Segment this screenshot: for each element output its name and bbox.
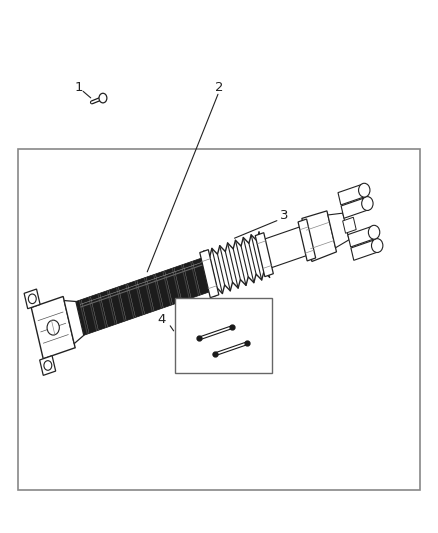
Polygon shape [64, 301, 84, 344]
Polygon shape [204, 232, 269, 296]
Polygon shape [341, 197, 369, 219]
Polygon shape [338, 184, 366, 205]
Text: 1: 1 [74, 82, 83, 94]
Polygon shape [40, 356, 56, 375]
Circle shape [371, 239, 383, 253]
Circle shape [362, 197, 373, 211]
Circle shape [368, 225, 380, 239]
Polygon shape [76, 257, 213, 335]
Circle shape [359, 183, 370, 197]
Bar [18, 149, 420, 490]
Circle shape [47, 320, 59, 335]
Polygon shape [200, 249, 219, 298]
Bar [175, 298, 272, 373]
Text: 2: 2 [215, 82, 223, 94]
Polygon shape [343, 217, 356, 233]
Polygon shape [298, 219, 316, 261]
Circle shape [28, 294, 36, 304]
Polygon shape [351, 239, 378, 260]
Circle shape [99, 93, 107, 103]
Text: 4: 4 [158, 313, 166, 326]
Polygon shape [302, 211, 336, 262]
Polygon shape [261, 225, 310, 269]
Polygon shape [328, 213, 349, 248]
Polygon shape [31, 296, 75, 359]
Polygon shape [24, 289, 40, 309]
Polygon shape [348, 226, 375, 247]
Text: 3: 3 [280, 209, 289, 222]
Polygon shape [255, 233, 273, 277]
Circle shape [44, 361, 52, 370]
